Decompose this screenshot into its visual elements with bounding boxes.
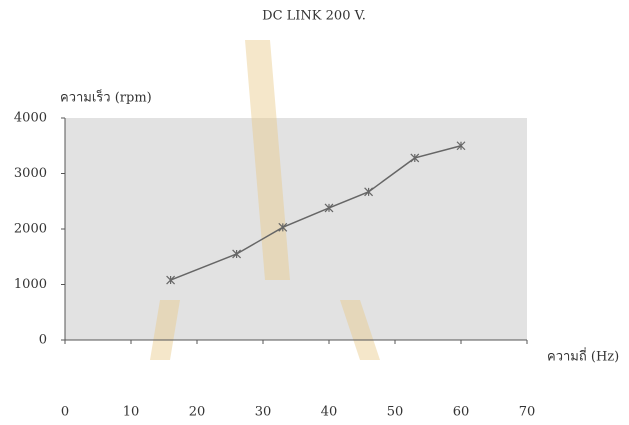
point-marker: [410, 153, 420, 163]
chart-title: DC LINK 200 V.: [262, 9, 366, 24]
x-tick-label: 20: [189, 405, 206, 420]
x-tick-label: 50: [387, 405, 404, 420]
y-tick-label: 2000: [14, 222, 47, 237]
point-marker: [278, 222, 288, 232]
y-tick-label: 3000: [14, 166, 47, 181]
point-marker: [456, 141, 466, 151]
x-tick-label: 30: [255, 405, 272, 420]
x-tick-label: 0: [61, 405, 69, 420]
y-tick-label: 0: [39, 333, 47, 348]
y-tick-label: 4000: [14, 111, 47, 126]
point-marker: [364, 187, 374, 197]
y-axis-label: ความเร็ว (rpm): [60, 88, 152, 106]
point-marker: [324, 203, 334, 213]
y-tick-label: 1000: [14, 277, 47, 292]
x-tick-label: 60: [453, 405, 470, 420]
plot-area: [65, 118, 527, 340]
x-tick-label: 40: [321, 405, 338, 420]
x-tick-label: 70: [519, 405, 536, 420]
point-marker: [232, 249, 242, 259]
point-marker: [166, 275, 176, 285]
x-axis-label: ความถี่ (Hz): [547, 348, 619, 365]
x-tick-label: 10: [123, 405, 140, 420]
watermark: [150, 40, 380, 360]
